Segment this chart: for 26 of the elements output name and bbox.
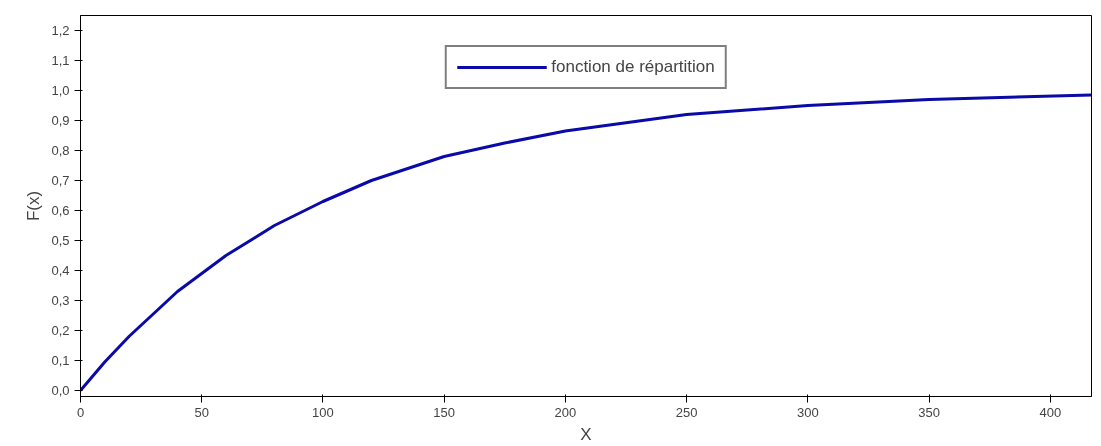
y-tick-label: 0,0 (51, 383, 70, 398)
x-tick-label: 250 (675, 404, 698, 420)
y-tick-label: 0,9 (51, 113, 70, 128)
y-tick-label: 1,0 (51, 83, 70, 98)
x-tick-label: 350 (918, 404, 940, 420)
text: fonction de répartition (551, 57, 715, 77)
x-tick-label: 0 (76, 404, 85, 420)
y-tick-label: 0,6 (51, 203, 70, 218)
x-axis-title: X (580, 424, 592, 444)
y-tick-label: 0,4 (51, 263, 70, 278)
line-series (80, 93, 1092, 392)
x-tick-label: 150 (433, 404, 456, 420)
y-tick-label: 0,2 (51, 323, 70, 338)
x-tick-label: 50 (194, 404, 209, 420)
y-tick-label: 0,1 (51, 353, 70, 368)
x-tick-label: 200 (554, 404, 577, 420)
x-tick-label: 400 (1039, 404, 1062, 420)
x-tick-label: 300 (796, 404, 819, 420)
y-tick-label: 0,8 (51, 143, 70, 158)
x-tick-label: 100 (312, 404, 334, 420)
y-tick-label: 1,2 (51, 23, 70, 38)
y-tick-label: 0,7 (51, 173, 70, 188)
y-tick-label: 0,3 (51, 293, 70, 308)
y-tick-label: 1,1 (51, 53, 70, 68)
y-tick-label: 0,5 (51, 233, 70, 248)
y-axis-title: F(x) (24, 190, 44, 222)
